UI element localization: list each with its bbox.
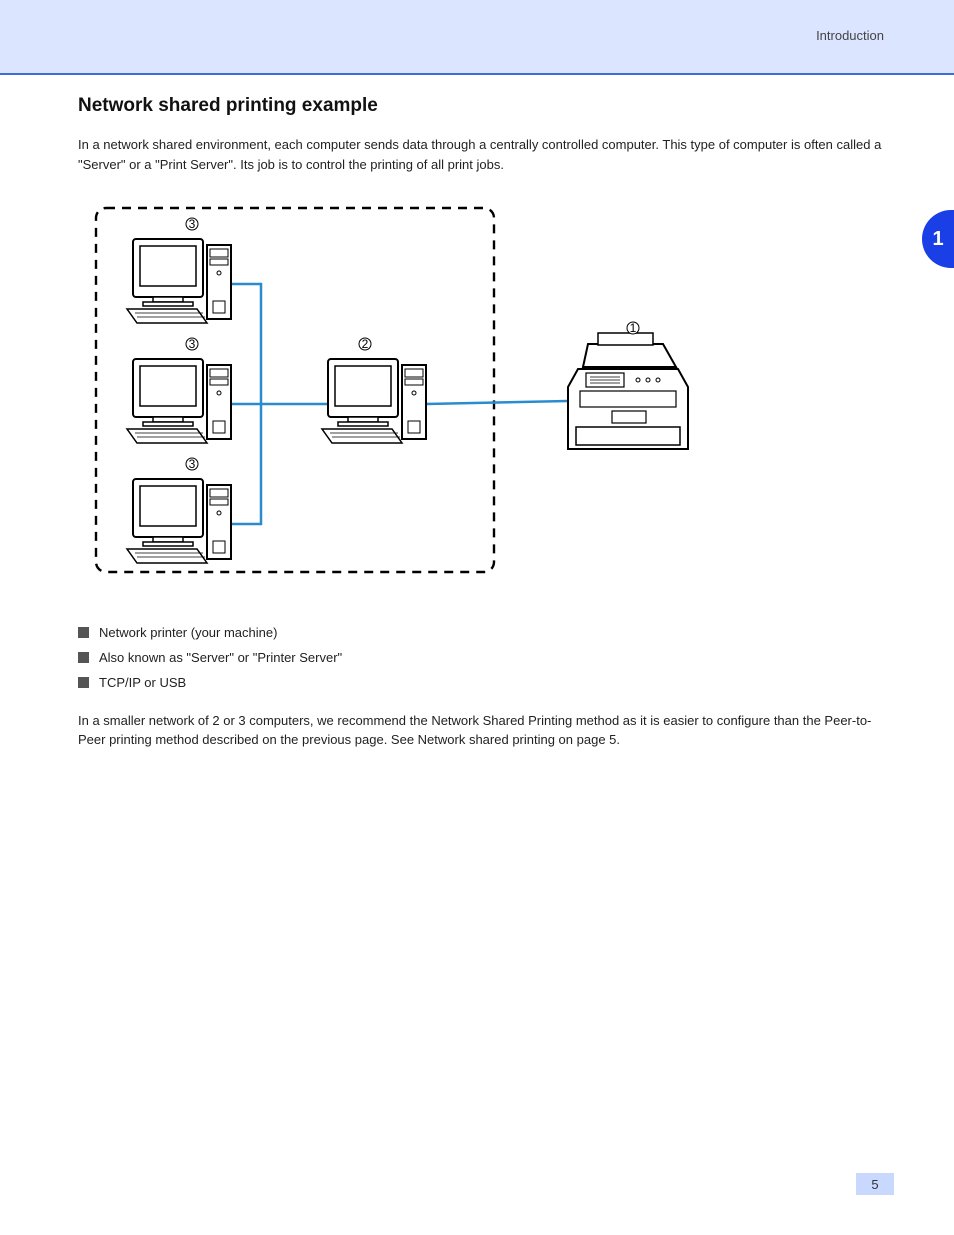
legend-item: Also known as "Server" or "Printer Serve… (78, 649, 894, 668)
network-printer-icon (568, 333, 688, 449)
svg-text:2: 2 (362, 337, 369, 351)
svg-text:3: 3 (189, 337, 196, 351)
legend-text: Network printer (your machine) (99, 624, 277, 643)
page-number: 5 (871, 1177, 878, 1192)
chapter-number: 1 (932, 228, 943, 251)
page-number-badge: 5 (856, 1173, 894, 1195)
diagram-svg: 3 3 3 2 1 (78, 194, 698, 594)
client-computer-icon (127, 479, 231, 563)
bullet-square-icon (78, 652, 89, 663)
network-cables (231, 284, 568, 524)
server-computer-icon (322, 359, 426, 443)
legend-item: TCP/IP or USB (78, 674, 894, 693)
legend-text: Also known as "Server" or "Printer Serve… (99, 649, 342, 668)
bullet-square-icon (78, 677, 89, 688)
svg-text:3: 3 (189, 217, 196, 231)
legend: Network printer (your machine) Also known… (78, 624, 894, 693)
legend-text: TCP/IP or USB (99, 674, 186, 693)
svg-text:1: 1 (630, 321, 637, 335)
network-diagram: 3 3 3 2 1 (78, 194, 698, 594)
section-title: Network shared printing example (78, 95, 894, 117)
svg-text:3: 3 (189, 457, 196, 471)
running-head: Introduction (816, 28, 884, 43)
intro-paragraph: In a network shared environment, each co… (78, 135, 894, 174)
chapter-tab: 1 (922, 210, 954, 268)
legend-item: Network printer (your machine) (78, 624, 894, 643)
client-computer-icon (127, 359, 231, 443)
client-computer-icon (127, 239, 231, 323)
after-paragraph: In a smaller network of 2 or 3 computers… (78, 711, 894, 750)
page-content: Network shared printing example In a net… (78, 95, 894, 770)
header-band (0, 0, 954, 75)
bullet-square-icon (78, 627, 89, 638)
section-heading: Network shared printing example (78, 95, 894, 117)
